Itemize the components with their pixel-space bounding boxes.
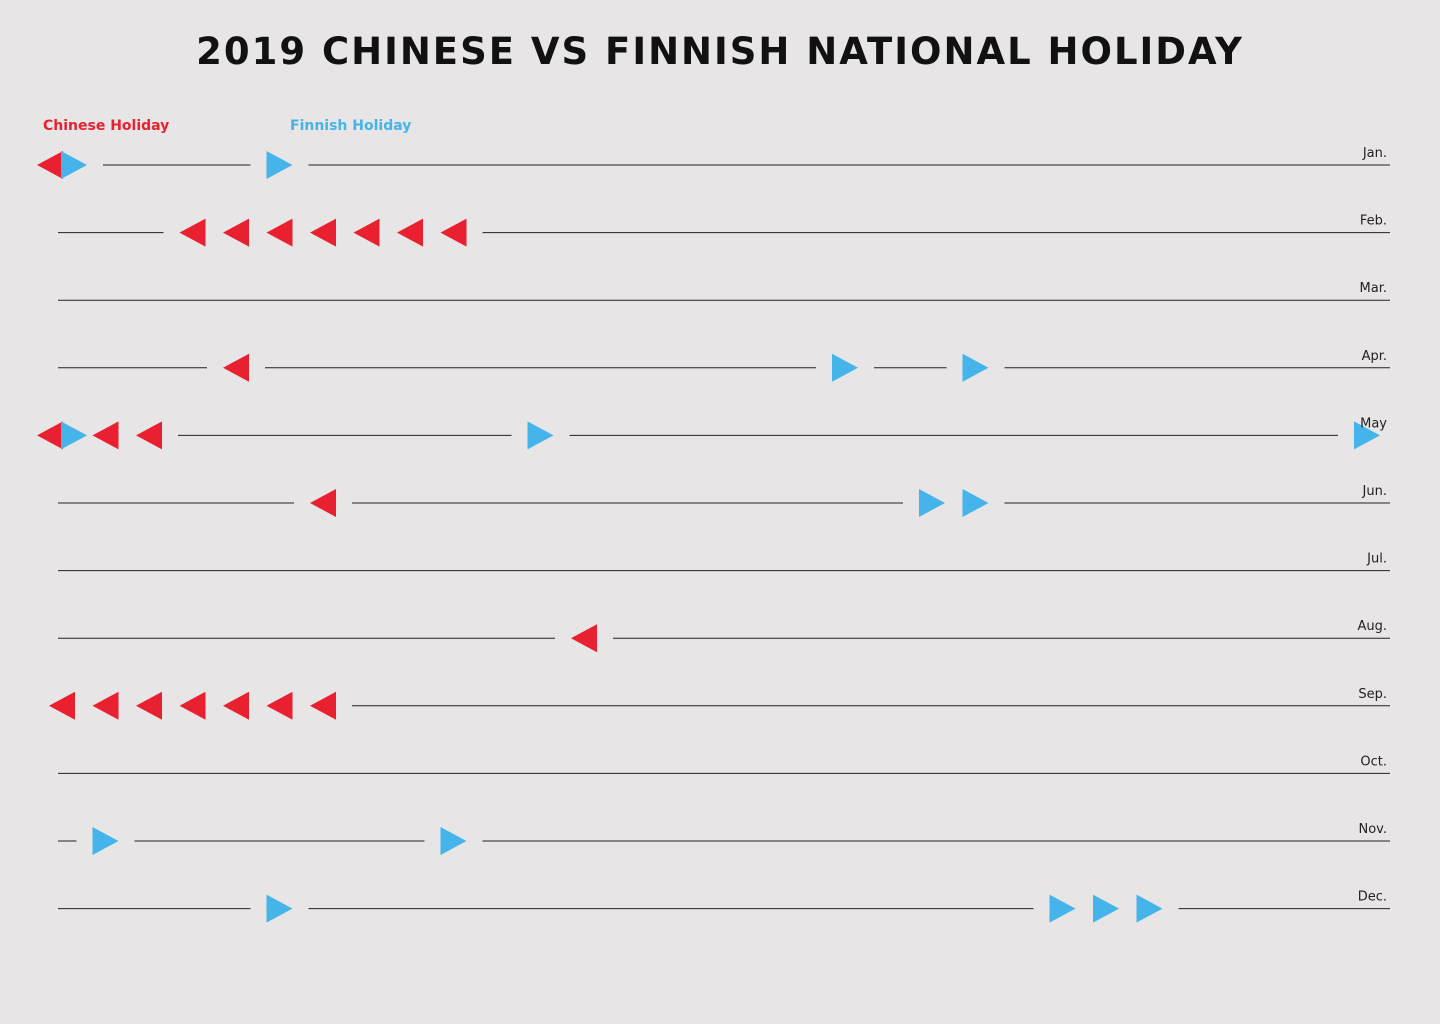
- month-label-oct: Oct.: [1360, 754, 1387, 769]
- chinese-holiday-marker-sep-4: [179, 691, 206, 720]
- chart-title: 2019 CHINESE VS FINNISH NATIONAL HOLIDAY: [196, 30, 1244, 73]
- finnish-holiday-marker-jun-21: [919, 489, 945, 517]
- legend-finnish-holiday: Finnish Holiday: [290, 118, 412, 134]
- chinese-holiday-marker-sep-7: [310, 691, 336, 720]
- chinese-holiday-marker-jan-1: [37, 151, 63, 179]
- chinese-holiday-marker-sep-2: [92, 691, 119, 720]
- chinese-holiday-marker-apr-5: [223, 353, 249, 382]
- month-label-may: May: [1360, 416, 1387, 431]
- chinese-holiday-marker-feb-8: [353, 218, 380, 247]
- chinese-holiday-marker-may-1: [37, 421, 63, 450]
- finnish-holiday-marker-apr-19: [832, 353, 858, 382]
- chinese-holiday-marker-may-3: [136, 421, 162, 450]
- chinese-holiday-marker-sep-1: [49, 691, 75, 720]
- chinese-holiday-marker-sep-3: [136, 691, 162, 720]
- month-label-aug: Aug.: [1357, 619, 1387, 634]
- finnish-holiday-marker-apr-22: [962, 353, 989, 382]
- month-label-jan: Jan.: [1362, 146, 1387, 161]
- chinese-holiday-marker-feb-6: [266, 218, 293, 247]
- chinese-holiday-marker-feb-10: [440, 218, 467, 247]
- finnish-holiday-marker-dec-24: [1049, 894, 1076, 923]
- month-label-jul: Jul.: [1366, 552, 1387, 567]
- finnish-holiday-marker-nov-2: [92, 827, 119, 855]
- chinese-holiday-marker-feb-7: [310, 218, 336, 247]
- finnish-holiday-marker-may-31: [1354, 421, 1380, 450]
- chinese-holiday-marker-sep-5: [223, 691, 249, 720]
- month-label-dec: Dec.: [1358, 890, 1387, 905]
- month-label-sep: Sep.: [1358, 687, 1387, 702]
- chinese-holiday-marker-feb-5: [223, 218, 249, 247]
- finnish-holiday-marker-may-1: [61, 421, 87, 450]
- finnish-holiday-marker-jun-22: [962, 489, 989, 517]
- chinese-holiday-marker-may-2: [92, 421, 119, 450]
- chinese-holiday-marker-sep-6: [266, 691, 293, 720]
- month-label-mar: Mar.: [1360, 281, 1387, 296]
- month-label-jun: Jun.: [1362, 484, 1387, 499]
- finnish-holiday-marker-jan-1: [61, 151, 87, 179]
- month-label-nov: Nov.: [1359, 822, 1388, 837]
- finnish-holiday-marker-nov-10: [440, 827, 467, 855]
- chinese-holiday-marker-aug-13: [571, 624, 597, 653]
- finnish-holiday-marker-dec-26: [1136, 894, 1163, 923]
- chinese-holiday-marker-feb-4: [179, 218, 206, 247]
- finnish-holiday-marker-dec-25: [1093, 894, 1119, 923]
- legend-chinese-holiday: Chinese Holiday: [43, 118, 170, 134]
- finnish-holiday-marker-may-12: [527, 421, 554, 450]
- month-label-feb: Feb.: [1360, 214, 1387, 229]
- finnish-holiday-marker-dec-6: [266, 894, 293, 923]
- month-label-apr: Apr.: [1362, 349, 1387, 364]
- chinese-holiday-marker-jun-7: [310, 489, 336, 517]
- chinese-holiday-marker-feb-9: [397, 218, 423, 247]
- finnish-holiday-marker-jan-6: [266, 151, 293, 179]
